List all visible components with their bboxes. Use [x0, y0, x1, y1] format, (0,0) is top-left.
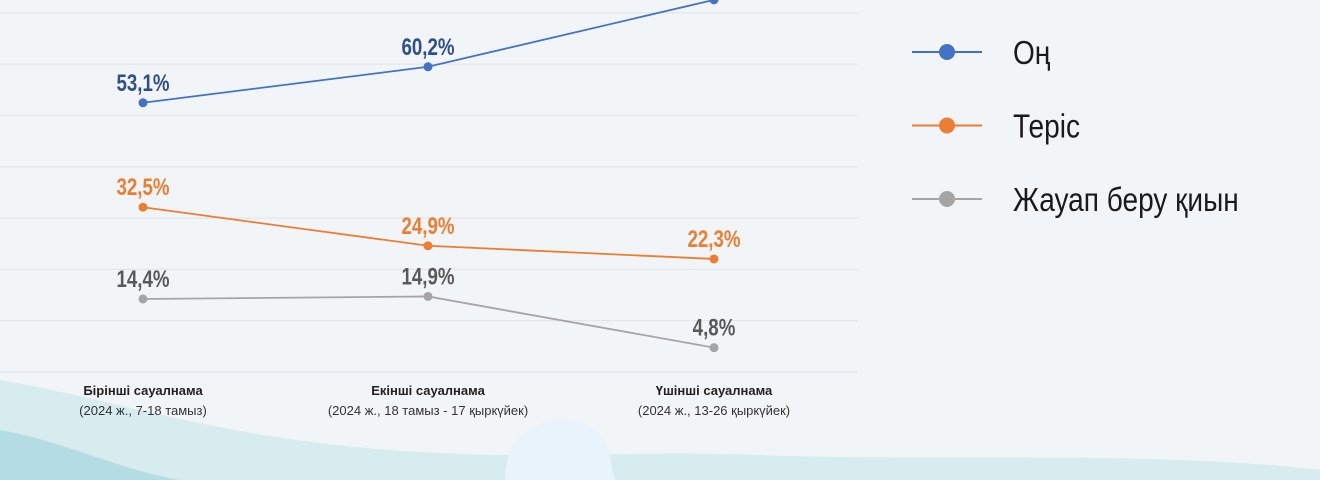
x-tick-label: Екінші сауалнама [371, 383, 485, 398]
series-0: 53,1% 60,2% [116, 0, 719, 108]
data-point [423, 241, 433, 251]
data-label: 22,3% [687, 226, 740, 253]
legend-item: Жауап беру қиын [912, 182, 1239, 219]
legend-marker [939, 117, 955, 134]
x-tick-sublabel: (2024 ж., 18 тамыз - 17 қыркүйек) [328, 403, 528, 418]
background-decoration [0, 380, 1320, 480]
series-2: 14,4% 14,9% 4,8% [116, 263, 736, 353]
data-point [709, 254, 719, 264]
legend-item: Оң [912, 35, 1050, 72]
legend-item: Теріс [912, 108, 1080, 145]
legend-marker [939, 44, 955, 60]
data-label: 4,8% [693, 314, 736, 341]
data-point [709, 343, 719, 353]
data-point [423, 291, 433, 301]
data-label: 32,5% [116, 174, 169, 201]
data-label: 14,9% [401, 263, 454, 290]
legend-marker [939, 191, 955, 207]
data-label: 60,2% [401, 34, 454, 61]
data-point [709, 0, 719, 5]
x-tick-label: Үшінші сауалнама [656, 383, 773, 398]
data-label: 14,4% [116, 266, 169, 293]
legend-label: Теріс [1013, 108, 1080, 145]
gridlines [0, 12, 858, 373]
series-1: 32,5% 24,9% 22,3% [116, 174, 741, 264]
x-tick-sublabel: (2024 ж., 7-18 тамыз) [79, 403, 207, 418]
data-point [138, 202, 148, 212]
series-line [142, 295, 715, 349]
legend-label: Жауап беру қиын [1013, 182, 1239, 219]
data-label: 53,1% [116, 70, 169, 97]
x-tick-label: Бірінші сауалнама [83, 383, 203, 398]
x-tick-sublabel: (2024 ж., 13-26 қыркүйек) [638, 403, 790, 418]
legend-label: Оң [1013, 35, 1050, 72]
data-point [423, 62, 433, 72]
data-point [138, 98, 148, 108]
data-point [138, 294, 148, 304]
data-label: 24,9% [401, 213, 454, 240]
